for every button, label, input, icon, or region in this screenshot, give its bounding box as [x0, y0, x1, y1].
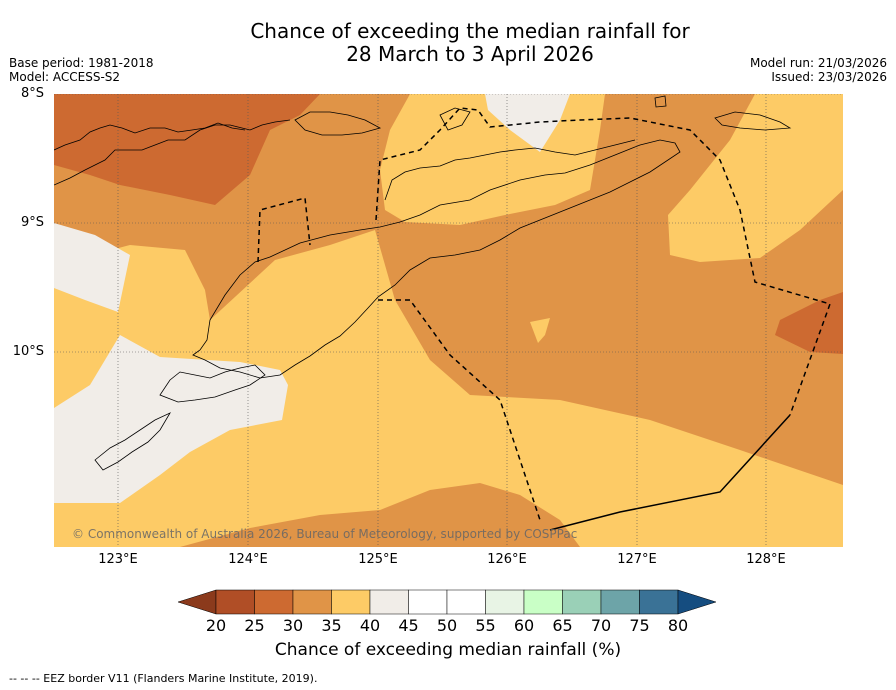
- coast-small-1: [654, 95, 667, 108]
- colorbar-bin-75-80: [639, 589, 679, 615]
- lon-label-127e: 127°E: [617, 552, 657, 567]
- colorbar-tick: 30: [282, 616, 304, 635]
- lon-label-123e: 123°E: [98, 552, 138, 567]
- colorbar-bin-65-70: [562, 589, 602, 615]
- region-40-45-southwest: [54, 335, 288, 503]
- colorbar-tick: 75: [629, 616, 650, 635]
- region-30-35-south: [180, 483, 580, 547]
- title-line-1: Chance of exceeding the median rainfall …: [250, 19, 690, 43]
- coast-timor: [192, 139, 681, 379]
- colorbar-title: Chance of exceeding median rainfall (%): [274, 640, 622, 660]
- coast-north-timor: [384, 139, 636, 201]
- colorbar-bin-20-25: [215, 589, 255, 615]
- footer-note: -- -- -- EEZ border V11 (Flanders Marine…: [9, 672, 318, 685]
- colorbar-tick: 55: [475, 616, 496, 635]
- region-lt25-northwest: [54, 94, 320, 205]
- region-35-40-northeast: [668, 94, 843, 262]
- colorbar-bin-30-35: [292, 589, 332, 615]
- colorbar-bin-50-55: [446, 589, 486, 615]
- colorbar-tick: 20: [205, 616, 227, 635]
- coast-sumba: [94, 412, 171, 471]
- region-35-40-spot: [530, 318, 550, 343]
- coastlines: [54, 95, 792, 471]
- base-period: Base period: 1981-2018: [9, 56, 154, 70]
- meta-right: Model run: 21/03/2026 Issued: 23/03/2026: [750, 56, 887, 84]
- copyright-notice: © Commonwealth of Australia 2026, Bureau…: [72, 527, 578, 541]
- coast-rote-savu: [159, 364, 266, 403]
- colorbar-bin-55-60: [485, 589, 525, 615]
- colorbar-tick: 40: [359, 616, 381, 635]
- model-run: Model run: 21/03/2026: [749, 56, 887, 70]
- coast-islands-1: [294, 111, 382, 136]
- lat-label-8s: 8°S: [20, 86, 44, 101]
- colorbar-bin-35-40: [331, 589, 371, 615]
- lon-label-125e: 125°E: [358, 552, 398, 567]
- coast-wetar-alor: [54, 119, 291, 186]
- colorbar-tick: 25: [244, 616, 265, 635]
- map-panel: [54, 94, 843, 547]
- colorbar: [177, 589, 717, 615]
- coast-small-2: [714, 111, 792, 131]
- lon-label-124e: 124°E: [228, 552, 268, 567]
- region-35-40-central: [54, 230, 843, 547]
- lat-label-9s: 9°S: [20, 215, 44, 230]
- colorbar-bin-25-30: [254, 589, 294, 615]
- eez-border: [257, 107, 831, 531]
- region-lt25-east: [775, 292, 843, 354]
- title-line-2: 28 March to 3 April 2026: [346, 42, 594, 66]
- colorbar-tick: 65: [552, 616, 573, 635]
- colorbar-under-arrow: [177, 589, 217, 615]
- region-40-45-west: [54, 223, 130, 312]
- lat-label-10s: 10°S: [12, 344, 44, 359]
- colorbar-bin-45-50: [408, 589, 448, 615]
- eez-dashed: [257, 107, 831, 521]
- coast-flores-sub: [54, 122, 246, 151]
- page-title: Chance of exceeding the median rainfall …: [0, 20, 896, 66]
- colorbar-bin-70-75: [600, 589, 640, 615]
- eez-solid: [549, 414, 791, 531]
- colorbar-tick: 80: [667, 616, 689, 635]
- colorbar-bin-60-65: [523, 589, 563, 615]
- colorbar-tick: 50: [436, 616, 458, 635]
- colorbar-tick: 45: [398, 616, 419, 635]
- coast-islands-2: [439, 107, 471, 131]
- lon-label-128e: 128°E: [746, 552, 786, 567]
- colorbar-bin-40-45: [369, 589, 409, 615]
- colorbar-tick: 35: [321, 616, 342, 635]
- gridlines: [54, 94, 843, 547]
- lon-label-126e: 126°E: [487, 552, 527, 567]
- colorbar-tick: 60: [513, 616, 535, 635]
- issued-date: Issued: 23/03/2026: [771, 70, 887, 84]
- colorbar-tick: 70: [590, 616, 612, 635]
- model-name: Model: ACCESS-S2: [9, 70, 121, 84]
- meta-left: Base period: 1981-2018 Model: ACCESS-S2: [9, 56, 154, 84]
- colorbar-over-arrow: [677, 589, 717, 615]
